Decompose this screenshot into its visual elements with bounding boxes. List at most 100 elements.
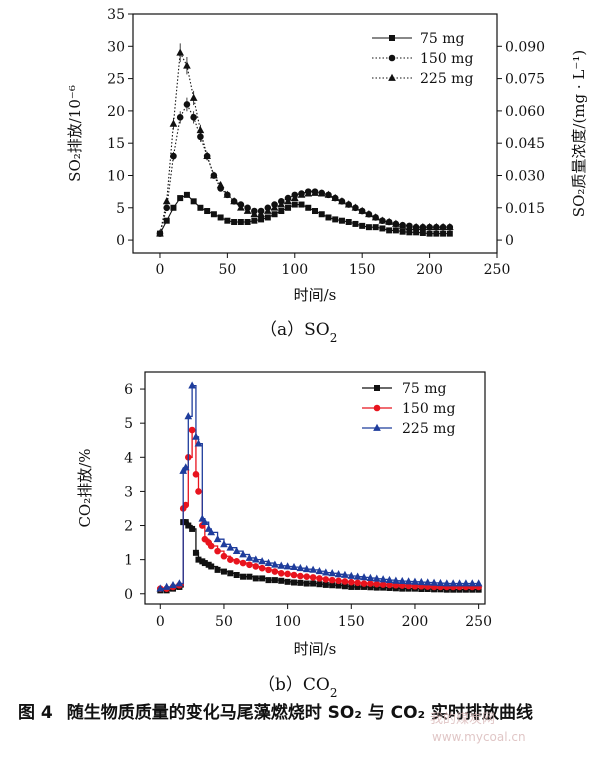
data-point-b	[354, 579, 361, 587]
legend-label-a: 150 mg	[420, 51, 473, 67]
data-point-a	[413, 229, 420, 236]
data-point-b	[373, 580, 381, 588]
data-point-b	[372, 574, 381, 582]
data-point-a	[439, 222, 447, 231]
data-point-b	[189, 525, 196, 532]
data-point-a	[312, 208, 318, 215]
data-point-a	[311, 188, 319, 196]
data-point-a	[425, 222, 434, 231]
data-point-b	[277, 569, 285, 577]
data-point-b	[385, 575, 394, 584]
data-point-b	[220, 552, 228, 560]
data-point-b	[290, 579, 297, 586]
data-point-b	[265, 577, 272, 584]
data-point-a	[412, 222, 420, 231]
series-a-225-mg	[156, 43, 454, 237]
data-point-b	[468, 579, 477, 587]
data-point-a	[406, 229, 413, 236]
legend-label-b: 150 mg	[402, 401, 455, 417]
data-point-b	[252, 575, 259, 582]
data-point-a	[304, 189, 313, 197]
data-point-a	[392, 219, 400, 227]
data-point-a	[170, 152, 177, 160]
data-point-a	[317, 189, 326, 197]
data-point-b	[233, 572, 240, 578]
y2-axis-label-a: SO₂质量浓度/(mg · L⁻¹)	[570, 50, 588, 217]
legend-label-a: 75 mg	[420, 31, 465, 47]
x-tick-label-a: 250	[484, 262, 511, 278]
data-point-a	[419, 229, 426, 236]
data-point-b	[347, 571, 356, 579]
data-point-a	[196, 126, 205, 134]
data-point-b	[258, 557, 266, 565]
y-tick-label-a: 30	[107, 39, 125, 55]
data-point-a	[290, 193, 299, 201]
y2-tick-label-a: 0.045	[505, 136, 545, 152]
y-tick-label-a: 5	[116, 201, 125, 217]
data-point-a	[176, 48, 185, 56]
data-point-b	[303, 580, 310, 587]
data-point-b	[271, 577, 278, 584]
y-tick-label-a: 10	[107, 168, 125, 184]
watermark-logo-text: 我的煤炭网	[430, 712, 496, 727]
data-point-a	[263, 206, 272, 214]
series-a-150-mg	[156, 97, 454, 237]
y-tick-label-b: 2	[124, 519, 133, 535]
data-point-b	[277, 561, 286, 569]
data-point-b	[195, 488, 202, 495]
data-point-b	[239, 550, 247, 558]
data-point-a	[203, 151, 211, 160]
data-point-b	[192, 432, 200, 440]
figure-number: 图 4	[18, 703, 53, 723]
data-point-b	[321, 568, 330, 576]
data-point-a	[332, 216, 339, 223]
y-tick-label-a: 35	[107, 7, 125, 23]
data-point-b	[297, 572, 304, 580]
panel-label-b: （b）CO2	[258, 675, 337, 700]
data-point-b	[233, 558, 240, 565]
data-point-b	[379, 575, 387, 583]
y2-tick-label-a: 0.060	[505, 104, 545, 120]
data-point-a	[271, 211, 278, 218]
data-point-a	[344, 200, 353, 208]
data-point-b	[239, 559, 247, 567]
data-point-b	[334, 570, 343, 578]
data-point-b	[181, 463, 190, 471]
data-point-b	[309, 574, 317, 581]
y-tick-label-b: 0	[124, 587, 133, 603]
data-point-b	[290, 562, 298, 571]
data-point-b	[303, 573, 311, 581]
series-b-225-mg	[156, 381, 483, 592]
data-point-b	[474, 579, 483, 587]
data-point-a	[177, 195, 184, 202]
data-point-b	[194, 439, 203, 447]
x-axis-label-b: 时间/s	[294, 640, 337, 658]
data-point-b	[341, 578, 349, 585]
data-point-a	[291, 201, 298, 208]
data-point-a	[338, 217, 345, 224]
data-point-a	[405, 222, 414, 231]
data-point-b	[271, 568, 279, 575]
data-point-b	[328, 576, 336, 584]
x-tick-label-b: 0	[156, 614, 165, 630]
data-point-b	[442, 579, 451, 587]
data-point-b	[227, 556, 234, 563]
data-point-a	[231, 218, 238, 225]
data-point-a	[398, 221, 407, 229]
y-tick-label-b: 4	[124, 450, 133, 466]
data-point-a	[223, 190, 232, 198]
x-tick-label-a: 150	[349, 262, 376, 278]
data-point-b	[328, 569, 337, 577]
data-point-a	[284, 197, 292, 205]
data-point-b	[278, 577, 285, 584]
data-point-a	[189, 93, 198, 101]
data-point-b	[284, 578, 291, 585]
x-tick-label-b: 250	[465, 614, 492, 630]
panel-label-a-subscript: 2	[330, 331, 338, 345]
data-point-b	[392, 576, 400, 584]
data-point-a	[372, 224, 379, 231]
data-point-a	[432, 222, 441, 231]
data-point-b	[316, 575, 323, 582]
data-point-b	[246, 561, 253, 569]
data-point-a	[183, 61, 191, 69]
